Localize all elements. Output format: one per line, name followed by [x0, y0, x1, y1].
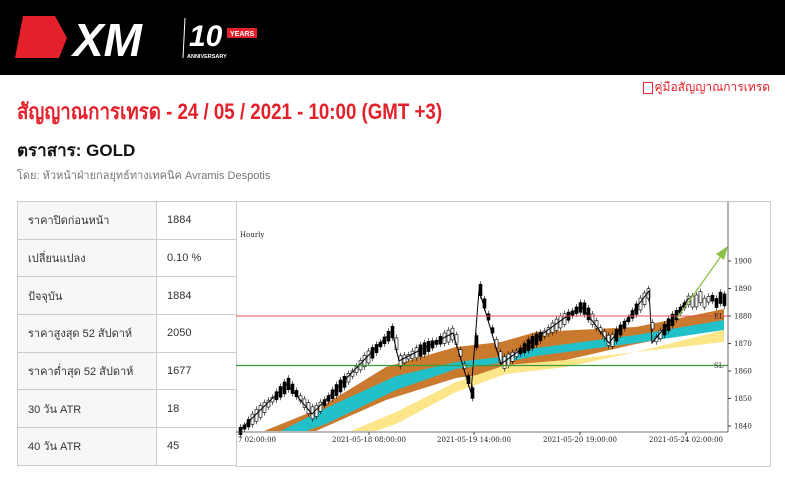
svg-text:YEARS: YEARS	[230, 31, 254, 38]
candle-body	[710, 294, 715, 302]
header-bar: XM 10 YEARS ANNIVERSARY	[0, 0, 785, 75]
stats-row: 40 วัน ATR 45	[17, 427, 237, 466]
svg-text:XM: XM	[70, 14, 144, 60]
ma-band-inner	[281, 320, 724, 431]
entry-label: EL	[714, 313, 724, 321]
pdf-icon	[642, 81, 653, 94]
stat-label: ราคาต่ำสุด 52 สัปดาห์	[17, 351, 157, 391]
stats-row: ราคาต่ำสุด 52 สัปดาห์ 1677	[17, 351, 237, 391]
x-tick-label: 2021-05-20 19:00:00	[543, 436, 617, 444]
stat-label: เปลี่ยนแปลง	[17, 238, 157, 278]
x-tick-label: 2021-05-17 02:00:00	[236, 436, 276, 444]
stat-value: 1884	[156, 276, 237, 316]
timeframe-label: Hourly	[240, 231, 264, 239]
stat-value: 1884	[156, 201, 237, 240]
candle-body	[702, 297, 707, 308]
x-tick-label: 2021-05-19 14:00:00	[437, 436, 511, 444]
guide-link-label: คู่มือสัญญาณการเทรด	[654, 80, 771, 94]
stats-row: เปลี่ยนแปลง 0.10 %	[17, 238, 237, 278]
stop-label: SL	[714, 362, 724, 370]
x-tick-label: 2021-05-18 08:00:00	[332, 436, 406, 444]
stat-value: 18	[156, 389, 237, 429]
stat-label: 40 วัน ATR	[17, 427, 157, 466]
stat-value: 2050	[156, 314, 237, 353]
y-tick-label: 1880	[734, 313, 752, 321]
zigzag-line	[238, 289, 690, 432]
y-tick-label: 1840	[734, 423, 752, 431]
ma-band-slow	[351, 330, 724, 431]
stats-row: ปัจจุบัน 1884	[17, 276, 237, 316]
candle-body	[706, 296, 711, 303]
x-tick-label: 2021-05-24 02:00:00	[649, 436, 723, 444]
target-arrowhead-icon	[716, 246, 728, 260]
stat-label: ราคาสูงสุด 52 สัปดาห์	[17, 314, 157, 353]
candle-body	[722, 293, 727, 307]
instrument-heading: ตราสาร: GOLD	[17, 141, 136, 160]
stat-label: ราคาปิดก่อนหน้า	[17, 201, 157, 240]
candle-body	[694, 294, 699, 308]
signal-guide-link[interactable]: คู่มือสัญญาณการเทรด	[642, 78, 771, 97]
target-arrow	[676, 251, 725, 319]
chart-svg: Hourly 1900 1890 1880 1870 1860 1850 1840 2021-…	[202, 202, 752, 444]
stat-value: 45	[156, 427, 237, 466]
y-tick-label: 1860	[734, 368, 752, 376]
svg-text:10: 10	[189, 20, 223, 53]
page-title: สัญญาณการเทรด - 24 / 05 / 2021 - 10:00 (…	[17, 99, 443, 124]
price-chart: Hourly 1900 1890 1880 1870 1860 1850 1840 2021-…	[202, 201, 771, 467]
y-tick-label: 1870	[734, 340, 752, 348]
candle-body	[698, 291, 703, 304]
stat-label: ปัจจุบัน	[17, 276, 157, 316]
y-tick-label: 1900	[734, 258, 752, 266]
stats-row: ราคาปิดก่อนหน้า 1884	[17, 201, 237, 240]
stats-table: ราคาปิดก่อนหน้า 1884 เปลี่ยนแปลง 0.10 % ปัจจ…	[17, 201, 237, 466]
candle-body	[718, 291, 723, 304]
stats-row: ราคาสูงสุด 52 สัปดาห์ 2050	[17, 314, 237, 353]
stat-value: 1677	[156, 351, 237, 391]
y-tick-label: 1850	[734, 395, 752, 403]
author-line: โดย: หัวหน้าฝ่ายกลยุทธ์ทางเทคนิค Avramis…	[17, 170, 271, 182]
candle-body	[714, 298, 719, 308]
stats-row: 30 วัน ATR 18	[17, 389, 237, 429]
stat-value: 0.10 %	[156, 238, 237, 278]
y-tick-label: 1890	[734, 285, 752, 293]
stat-label: 30 วัน ATR	[17, 389, 157, 429]
svg-text:ANNIVERSARY: ANNIVERSARY	[187, 54, 227, 60]
xm-logo[interactable]: XM 10 YEARS ANNIVERSARY	[15, 14, 265, 60]
